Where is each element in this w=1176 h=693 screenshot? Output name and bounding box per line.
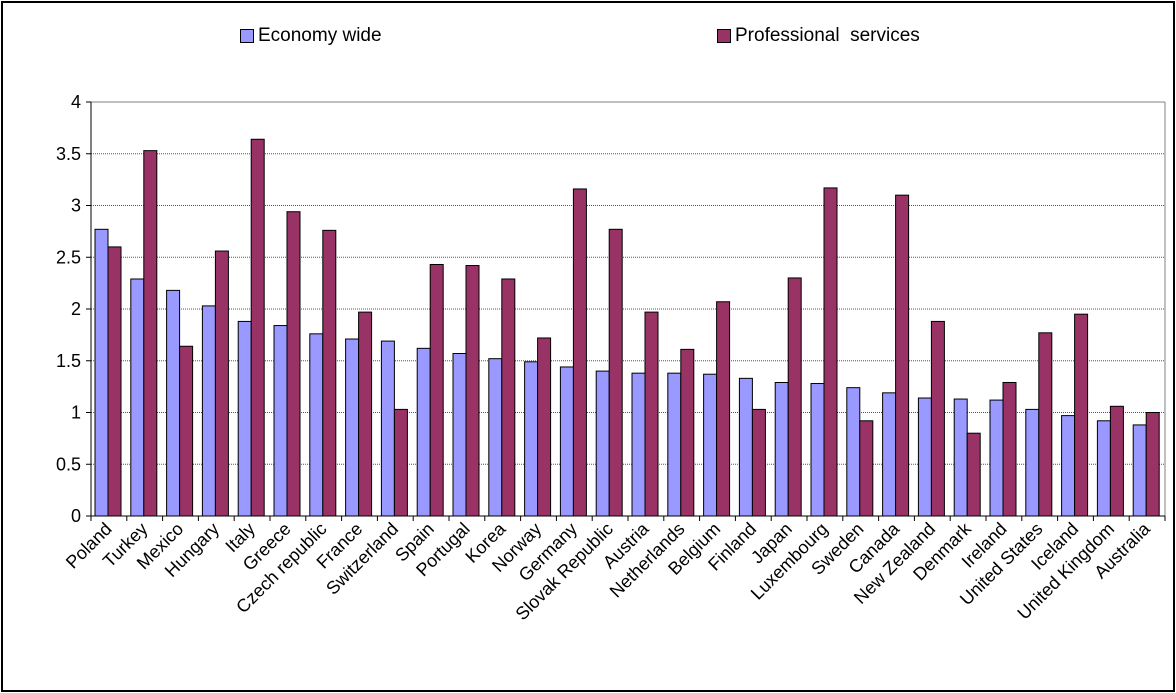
bar-economy-wide [1132, 424, 1147, 517]
bar-professional-services [1038, 332, 1053, 517]
bar-professional-services [465, 265, 480, 517]
bar-economy-wide [166, 289, 181, 517]
bar-economy-wide [738, 377, 753, 517]
bar-economy-wide [667, 372, 682, 517]
legend-item-economy-wide: Economy wide [240, 25, 382, 47]
bar-economy-wide [882, 392, 897, 517]
y-tick-label: 0 [71, 506, 81, 526]
bar-economy-wide [130, 278, 145, 517]
bar-economy-wide [1061, 415, 1076, 517]
bar-professional-services [1109, 405, 1124, 517]
y-tick-label: 1.5 [56, 351, 81, 371]
bar-economy-wide [309, 333, 324, 517]
bar-professional-services [680, 348, 695, 517]
bar-professional-services [250, 138, 265, 517]
bar-economy-wide [416, 347, 431, 517]
bar-economy-wide [524, 361, 539, 517]
bar-economy-wide [989, 399, 1004, 517]
legend-label-professional-services: Professional services [735, 25, 920, 46]
bar-economy-wide [488, 358, 503, 517]
y-tick-label: 2.5 [56, 247, 81, 267]
bar-economy-wide [94, 228, 109, 517]
bar-professional-services [537, 337, 552, 517]
y-tick-label: 3.5 [56, 144, 81, 164]
bar-professional-services [358, 311, 373, 517]
bar-professional-services [1074, 313, 1089, 517]
bar-chart: 00.511.522.533.54PolandTurkeyMexicoHunga… [56, 92, 1166, 624]
y-tick-label: 2 [71, 299, 81, 319]
bar-economy-wide [452, 353, 467, 517]
bar-economy-wide [595, 370, 610, 517]
bar-economy-wide [345, 338, 360, 517]
bar-professional-services [823, 187, 838, 517]
bar-economy-wide [774, 381, 789, 517]
bar-professional-services [393, 408, 408, 517]
y-tick-label: 0.5 [56, 454, 81, 474]
bar-economy-wide [380, 340, 395, 517]
bar-professional-services [787, 277, 802, 517]
legend-item-professional-services: Professional services [717, 25, 920, 47]
bar-professional-services [1145, 412, 1160, 517]
y-tick-label: 4 [71, 92, 81, 112]
bar-professional-services [644, 311, 659, 517]
legend: Economy wide Professional services [3, 25, 1173, 55]
bar-economy-wide [703, 373, 718, 517]
bar-professional-services [966, 432, 981, 517]
bar-economy-wide [273, 325, 288, 517]
bar-economy-wide [917, 397, 932, 517]
legend-swatch-professional-services [717, 29, 731, 43]
legend-swatch-economy-wide [240, 29, 254, 43]
bar-professional-services [751, 408, 766, 517]
bar-professional-services [930, 320, 945, 517]
bar-professional-services [107, 246, 122, 517]
bar-professional-services [895, 194, 910, 517]
bar-economy-wide [953, 398, 968, 517]
bar-economy-wide [559, 366, 574, 517]
y-tick-label: 3 [71, 196, 81, 216]
bar-professional-services [859, 420, 874, 517]
bar-economy-wide [631, 372, 646, 517]
bar-professional-services [429, 263, 444, 517]
bar-professional-services [608, 228, 623, 517]
bar-economy-wide [810, 383, 825, 517]
bar-professional-services [572, 188, 587, 517]
bar-economy-wide [1025, 408, 1040, 517]
bar-professional-services [286, 211, 301, 517]
bar-economy-wide [1096, 420, 1111, 517]
bar-professional-services [214, 250, 229, 517]
bar-economy-wide [237, 320, 252, 517]
bar-professional-services [143, 150, 158, 517]
legend-label-economy-wide: Economy wide [258, 25, 382, 46]
bar-economy-wide [846, 387, 861, 517]
bar-professional-services [179, 345, 194, 517]
bar-professional-services [1002, 381, 1017, 517]
bar-professional-services [501, 278, 516, 517]
y-tick-label: 1 [71, 403, 81, 423]
bar-economy-wide [201, 305, 216, 517]
bar-professional-services [322, 229, 337, 517]
bar-professional-services [716, 301, 731, 517]
